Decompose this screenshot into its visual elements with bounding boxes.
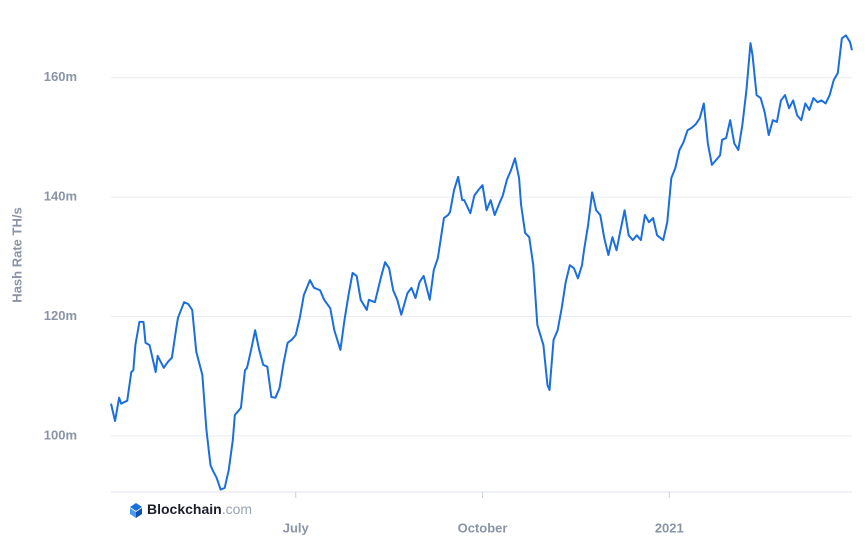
y-tick-label: 160m	[44, 69, 77, 84]
y-axis-label: Hash Rate TH/s	[9, 207, 24, 302]
x-tick-label: 2021	[655, 520, 684, 535]
brand-logo: Blockchain.com	[130, 501, 252, 518]
logo-icon	[136, 508, 142, 518]
y-tick-label: 100m	[44, 427, 77, 442]
brand-name: Blockchain	[147, 501, 222, 517]
x-tick-label: October	[458, 520, 508, 535]
brand: Blockchain.com	[147, 501, 252, 517]
y-tick-label: 120m	[44, 308, 77, 323]
brand-suffix: .com	[222, 501, 252, 517]
logo-icon	[130, 503, 142, 511]
y-tick-label: 140m	[44, 189, 77, 204]
x-tick-label: July	[283, 520, 310, 535]
data-line	[110, 34, 853, 491]
logo-icon	[130, 508, 136, 518]
